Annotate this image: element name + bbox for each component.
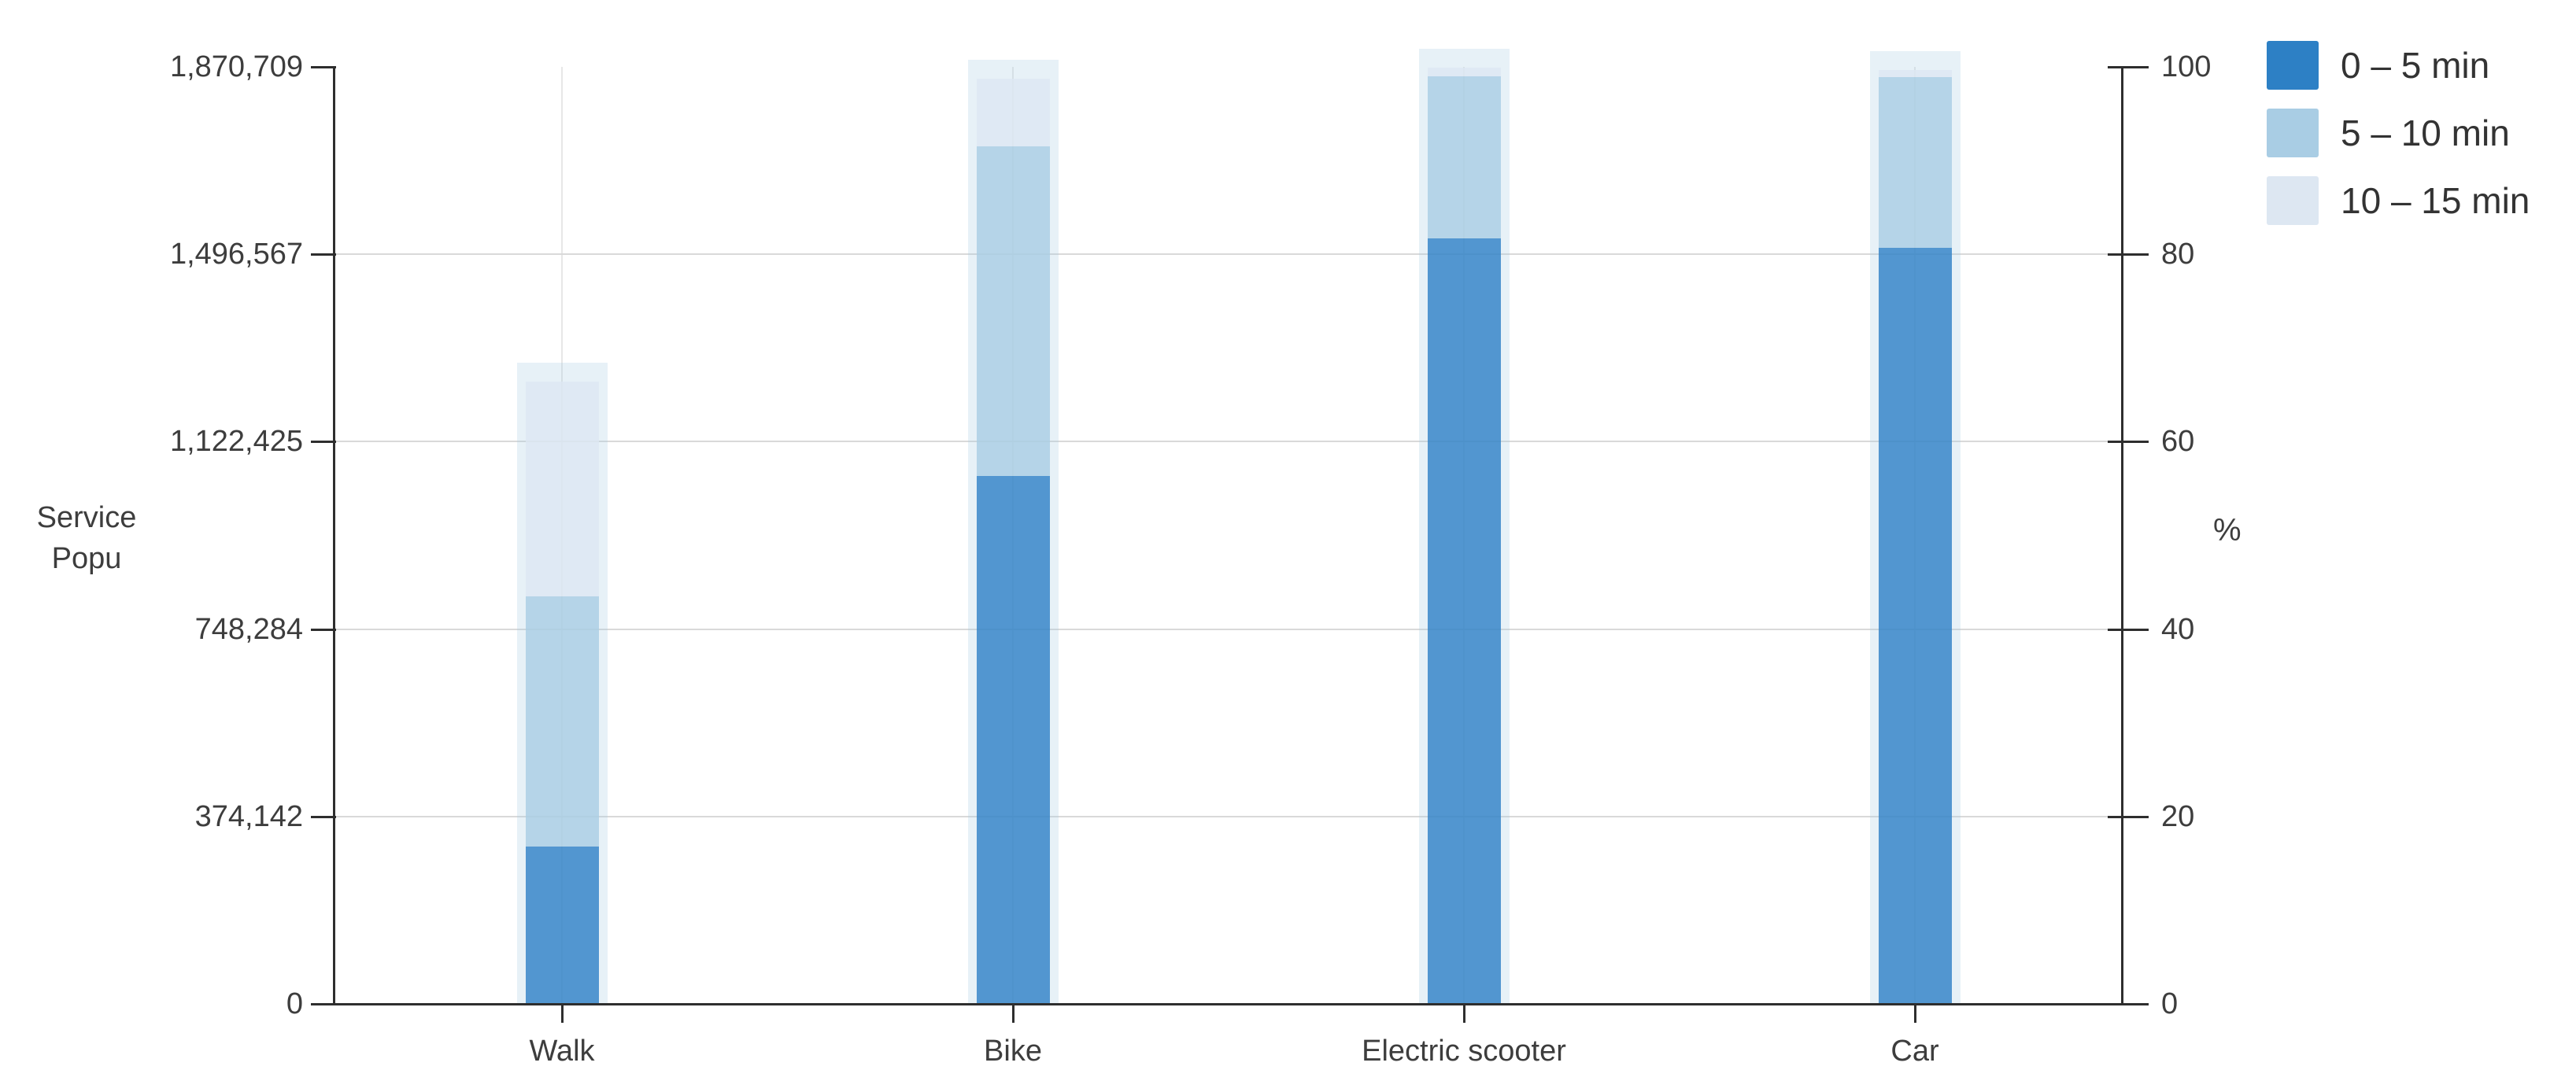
gridline-80-percent: [334, 253, 2122, 256]
left-axis-tick-label: 1,122,425: [169, 425, 303, 459]
category-tick-electric-scooter: [1463, 1004, 1465, 1023]
legend-label: 10 – 15 min: [2341, 180, 2530, 221]
left-axis-tick-label: 374,142: [194, 799, 303, 833]
gridline-40-percent: [334, 628, 2122, 630]
legend-swatch-10-15-min: [2267, 176, 2319, 225]
right-axis-tick: [2108, 66, 2149, 68]
gridline-60-percent: [334, 441, 2122, 443]
bar-segment-walk-10-15-min: [525, 382, 599, 596]
bar-segment-walk-5-10-min: [525, 596, 599, 847]
category-tick-bike: [1012, 1004, 1015, 1023]
gridline-20-percent: [334, 815, 2122, 817]
right-axis-tick: [2108, 253, 2149, 256]
legend-item-0-5-min: 0 – 5 min: [2267, 41, 2530, 90]
legend-swatch-0-5-min: [2267, 41, 2319, 90]
category-label-car: Car: [1890, 1035, 1939, 1068]
legend-label: 0 – 5 min: [2341, 45, 2490, 86]
bar-segment-walk-0-5-min: [525, 846, 599, 1004]
left-axis-tick: [311, 66, 336, 68]
category-label-electric-scooter: Electric scooter: [1362, 1035, 1566, 1068]
left-axis-tick: [311, 253, 336, 256]
bar-segment-car-10-15-min: [1878, 69, 1952, 78]
bar-segment-bike-5-10-min: [976, 146, 1050, 477]
bar-segment-electric-scooter-10-15-min: [1427, 68, 1501, 76]
bar-segment-car-5-10-min: [1878, 77, 1952, 248]
left-axis-tick: [311, 628, 336, 631]
right-axis-tick-label: 0: [2161, 987, 2179, 1020]
right-axis-tick: [2108, 628, 2149, 631]
right-axis-tick-label: 20: [2161, 799, 2195, 833]
right-axis-tick-label: 60: [2161, 425, 2195, 459]
left-axis-tick: [311, 1003, 336, 1005]
right-axis-tick: [2108, 1003, 2149, 1005]
left-axis-tick-label: 1,496,567: [169, 238, 303, 271]
left-axis-title-line1: Service: [36, 501, 137, 534]
left-axis-tick: [311, 815, 336, 818]
bottom-axis-line: [333, 1003, 2123, 1005]
legend-item-5-10-min: 5 – 10 min: [2267, 109, 2530, 157]
right-axis-title: %: [2213, 513, 2242, 548]
bar-segment-bike-0-5-min: [976, 476, 1050, 1004]
legend-item-10-15-min: 10 – 15 min: [2267, 176, 2530, 225]
bar-segment-bike-10-15-min: [976, 79, 1050, 147]
left-axis-line: [333, 67, 335, 1005]
legend: 0 – 5 min 5 – 10 min 10 – 15 min: [2267, 41, 2530, 244]
left-axis-tick: [311, 441, 336, 444]
left-axis-title: Service Popu: [6, 497, 167, 579]
bar-segment-electric-scooter-0-5-min: [1427, 238, 1501, 1004]
left-axis-tick-label: 1,870,709: [169, 50, 303, 83]
left-axis-tick-label: 748,284: [194, 612, 303, 646]
legend-label: 5 – 10 min: [2341, 113, 2510, 153]
category-label-walk: Walk: [529, 1035, 595, 1068]
category-tick-walk: [561, 1004, 564, 1023]
right-axis-line: [2121, 67, 2123, 1005]
left-axis-tick-label: 0: [286, 987, 303, 1020]
right-axis-tick-label: 100: [2161, 50, 2212, 83]
bar-segment-car-0-5-min: [1878, 247, 1952, 1004]
right-axis-tick: [2108, 815, 2149, 818]
right-axis-tick-label: 40: [2161, 612, 2195, 646]
right-axis-tick: [2108, 441, 2149, 444]
right-axis-tick-label: 80: [2161, 238, 2195, 271]
legend-swatch-5-10-min: [2267, 109, 2319, 157]
left-axis-title-line2: Popu: [51, 542, 122, 575]
category-label-bike: Bike: [984, 1035, 1042, 1068]
bar-segment-electric-scooter-5-10-min: [1427, 76, 1501, 238]
category-tick-car: [1914, 1004, 1916, 1023]
